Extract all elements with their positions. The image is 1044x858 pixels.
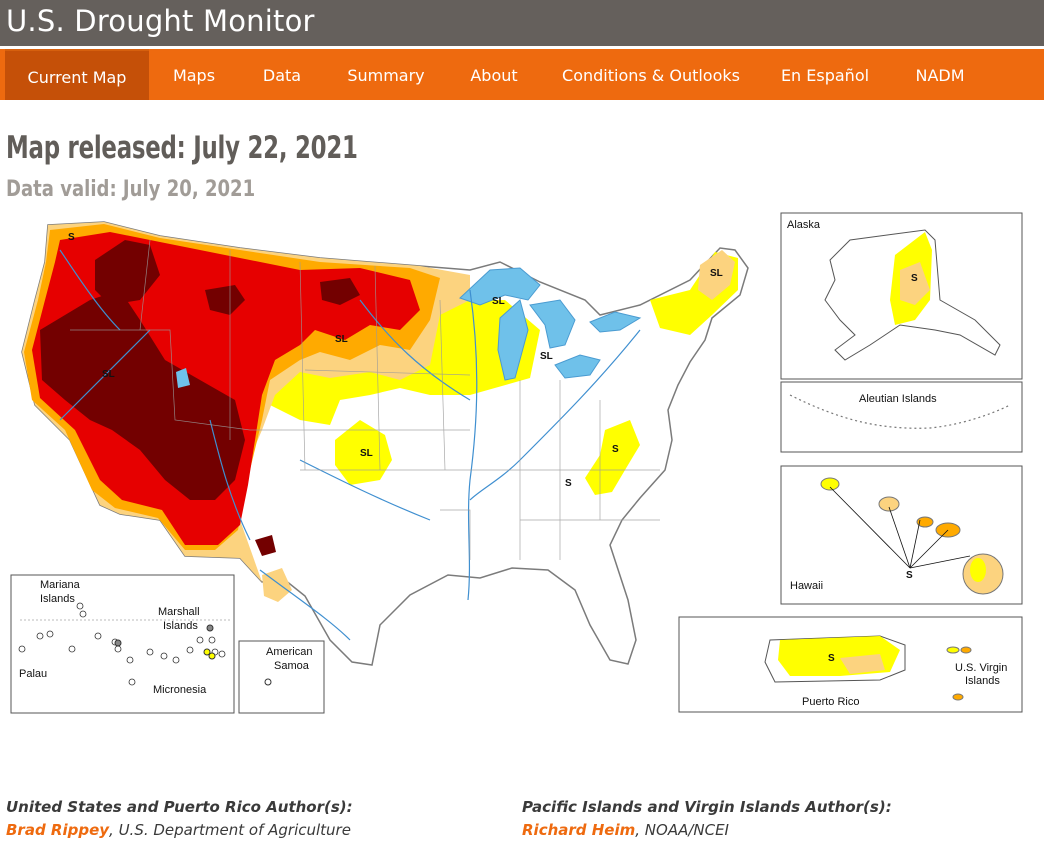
- label-virgin-islands-1: U.S. Virgin: [955, 662, 1007, 674]
- label-alaska: Alaska: [787, 219, 821, 231]
- us-authors: United States and Puerto Rico Author(s):…: [6, 798, 353, 839]
- label-marshall-1: Marshall: [158, 606, 200, 618]
- nav-data[interactable]: Data: [262, 66, 302, 85]
- label-micronesia: Micronesia: [153, 684, 207, 696]
- drought-d0-ks: [335, 420, 392, 485]
- nav-summary[interactable]: Summary: [347, 66, 425, 85]
- great-lakes: [459, 267, 642, 381]
- nav-maps[interactable]: Maps: [172, 66, 216, 85]
- drought-d4-mt: [205, 285, 245, 315]
- label-mariana-1: Mariana: [40, 579, 81, 591]
- impact-label-ks: SL: [360, 448, 373, 459]
- nav-about[interactable]: About: [470, 66, 518, 85]
- pacific-authors-heading: Pacific Islands and Virgin Islands Autho…: [522, 798, 892, 816]
- us-author-org: , U.S. Department of Agriculture: [109, 821, 351, 839]
- nav-nadm[interactable]: NADM: [915, 66, 965, 85]
- alaska-inset: Alaska S: [780, 212, 1023, 380]
- impact-label-hi: S: [906, 570, 913, 581]
- puerto-rico-d1: [840, 654, 885, 674]
- impact-label-mi: SL: [540, 351, 553, 362]
- us-authors-heading: United States and Puerto Rico Author(s):: [6, 798, 353, 816]
- label-hawaii: Hawaii: [790, 580, 823, 592]
- pacific-author-link[interactable]: Richard Heim: [522, 821, 636, 839]
- label-palau: Palau: [19, 668, 47, 680]
- impact-label-nd: SL: [335, 334, 348, 345]
- label-marshall-2: Islands: [163, 620, 198, 632]
- impact-label-wa: S: [68, 232, 75, 243]
- nav-conditions-outlooks[interactable]: Conditions & Outlooks: [562, 66, 740, 85]
- drought-d1-ne: [698, 250, 735, 300]
- impact-label-ak: S: [911, 273, 918, 284]
- pacific-authors: Pacific Islands and Virgin Islands Autho…: [522, 798, 892, 839]
- puerto-rico-inset: S Puerto Rico U.S. Virgin Islands: [678, 616, 1023, 713]
- state-borders: [70, 239, 660, 560]
- impact-label-me: SL: [710, 268, 723, 279]
- site-header: U.S. Drought Monitor: [0, 0, 1044, 46]
- nav-en-espanol[interactable]: En Español: [780, 66, 870, 85]
- rivers: [59, 249, 641, 641]
- drought-d4-nw: [95, 240, 160, 305]
- alaska-d1: [900, 262, 930, 305]
- map-released-date: Map released: July 22, 2021: [6, 130, 358, 166]
- drought-d4-nd: [320, 278, 360, 305]
- impact-label-tn: S: [565, 478, 572, 489]
- label-puerto-rico: Puerto Rico: [802, 696, 859, 708]
- pacific-islands-inset: Mariana Islands Marshall Islands Palau M…: [10, 574, 235, 714]
- hawaii-inset: Hawaii S: [780, 465, 1023, 605]
- american-samoa-inset: American Samoa: [238, 640, 325, 714]
- aleutian-inset: Aleutian Islands: [780, 381, 1023, 453]
- great-salt-lake: [176, 368, 190, 388]
- map-valid-date: Data valid: July 20, 2021: [6, 177, 256, 202]
- impact-label-va: S: [612, 444, 619, 455]
- label-virgin-islands-2: Islands: [965, 675, 1000, 687]
- impact-label-wi: SL: [492, 296, 505, 307]
- label-aleutian: Aleutian Islands: [859, 393, 937, 405]
- label-mariana-2: Islands: [40, 593, 75, 605]
- site-title[interactable]: U.S. Drought Monitor: [6, 4, 315, 38]
- drought-d4-ca-nv: [40, 290, 245, 500]
- impact-label-pr: S: [828, 653, 835, 664]
- nav-current-map[interactable]: Current Map: [5, 49, 149, 100]
- pacific-author-org: , NOAA/NCEI: [635, 821, 729, 839]
- us-author-link[interactable]: Brad Rippey: [6, 821, 110, 839]
- drought-d4-az: [255, 535, 276, 556]
- main-nav: Current Map Maps Data Summary About Cond…: [0, 49, 1044, 100]
- label-samoa-2: Samoa: [274, 660, 310, 672]
- drought-d0-va: [585, 420, 640, 495]
- impact-label-ca: SL: [102, 369, 115, 380]
- label-samoa-1: American: [266, 646, 312, 658]
- drought-map[interactable]: S SL SL SL SL SL SL S S Alaska S Aleutia…: [0, 205, 1044, 725]
